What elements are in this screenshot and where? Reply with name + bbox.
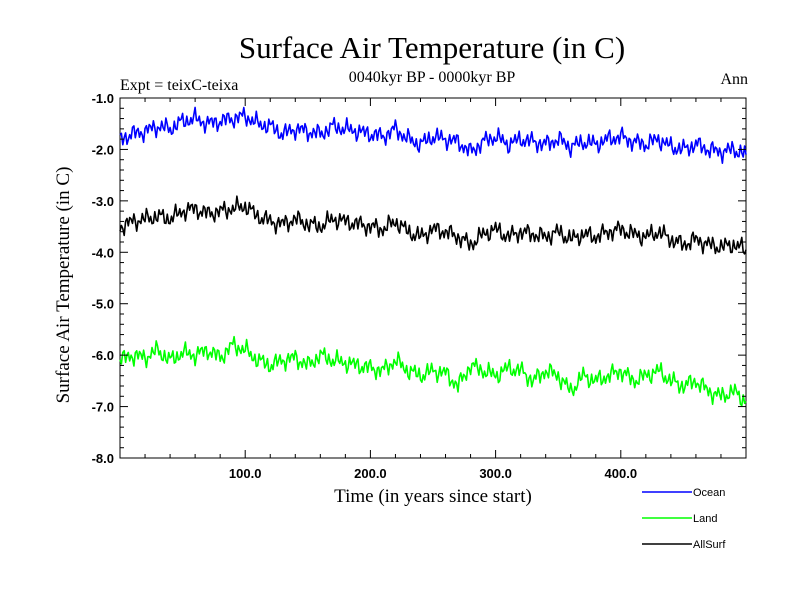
y-tick-label: -2.0 — [92, 142, 114, 157]
y-tick-label: -7.0 — [92, 400, 114, 415]
expt-label: Expt = teixC-teixa — [120, 77, 238, 94]
x-tick-label: 200.0 — [354, 466, 387, 481]
y-axis-label: Surface Air Temperature (in C) — [53, 167, 74, 404]
chart-subtitle: 0040kyr BP - 0000kyr BP — [349, 69, 516, 86]
x-tick-label: 100.0 — [229, 466, 262, 481]
period-label: Ann — [720, 71, 748, 88]
legend-label-allsurf: AllSurf — [693, 539, 726, 551]
legend-label-ocean: Ocean — [693, 487, 725, 499]
legend-label-land: Land — [693, 513, 717, 525]
plot-frame — [119, 97, 747, 459]
series-line-land — [119, 335, 747, 407]
y-tick-label: -4.0 — [92, 245, 114, 260]
y-tick-label: -1.0 — [92, 91, 114, 106]
y-tick-label: -8.0 — [92, 451, 114, 466]
chart-title: Surface Air Temperature (in C) — [239, 30, 625, 65]
y-axis: -1.0 -2.0 -3.0 -4.0 -5.0 -6.0 -7.0 -8.0 — [92, 91, 746, 466]
series-line-allsurf — [119, 195, 747, 255]
series-group — [119, 106, 747, 407]
x-axis: 100.0 200.0 300.0 400.0 — [144, 98, 722, 481]
plot-area — [119, 97, 747, 459]
series-line-ocean — [119, 106, 747, 164]
x-tick-label: 300.0 — [479, 466, 512, 481]
y-tick-label: -3.0 — [92, 194, 114, 209]
y-tick-label: -6.0 — [92, 348, 114, 363]
legend: Ocean Land AllSurf — [642, 487, 726, 551]
y-tick-label: -5.0 — [92, 297, 114, 312]
x-axis-label: Time (in years since start) — [334, 486, 532, 507]
x-tick-label: 400.0 — [605, 466, 638, 481]
